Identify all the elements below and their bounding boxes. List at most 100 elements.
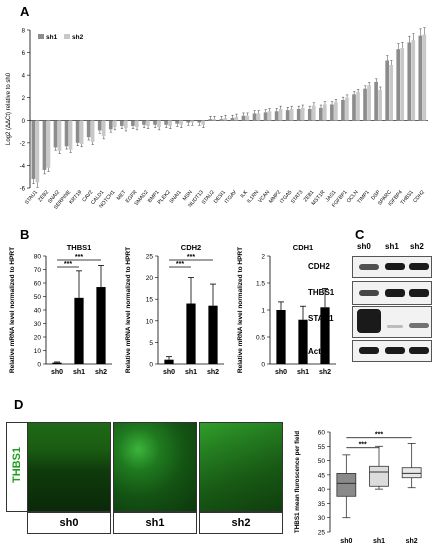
bar-sh1 [208,119,213,121]
y-tick-label: 0 [22,119,26,125]
x-tick-label: ITGAV [224,189,239,205]
bar-sh2 [190,120,194,123]
micrograph-label-sh0: sh0 [27,512,111,534]
bar-sh1 [252,113,257,121]
bar-sh1 [64,120,69,147]
y-tick-label: 70 [34,267,42,274]
stain-label-text: THBS1 [11,446,23,484]
y-tick-label: 10 [34,348,42,355]
y-tick-label: 5 [149,340,153,347]
micrograph-label-sh2: sh2 [199,512,283,534]
y-tick-label: 50 [34,294,42,301]
bar-sh1 [131,120,135,126]
micrograph-label-sh1: sh1 [113,512,197,534]
bar-sh2 [123,120,128,129]
bar-sh1 [164,120,168,125]
chart-cdh2-bar-chart: CDH2 0 5 10 15 20 25 Relative mRNA level normal… [125,243,224,376]
y-tick-label: 30 [318,515,326,522]
y-tick-label: 0 [261,362,265,369]
bar-sh2 [146,120,150,126]
significance-label: *** [187,254,195,261]
x-tick-label: sh1 [73,369,85,376]
chart-d-box-plot: 25 30 35 40 45 50 55 60 THBS1 mean fluroscence p… [294,430,422,545]
panel-letter-a: A [20,4,30,19]
bar-sh2 [101,120,106,137]
microscopy-stain-label: THBS1 [6,422,28,512]
y-axis-label: Relative mRNA level normalized to HPRT [9,247,16,373]
bar-sh1 [396,49,401,121]
y-tick-label: 50 [318,458,326,465]
bar-sh1 [296,109,301,121]
bar-sh2 [157,120,161,128]
y-axis-label: Relative mRNA level normalized to HPRT [125,247,132,373]
bar-sh2 [212,119,217,121]
wb-blot-thbs1 [352,281,432,305]
bar-sh2 [90,120,95,142]
legend-swatch [64,34,70,39]
y-tick-label: 55 [318,444,326,451]
bar-sh2 [35,120,40,183]
bar [74,297,84,364]
bar-sh2 [322,104,327,121]
significance-label: *** [75,254,83,261]
x-tick-label: sh0 [51,369,63,376]
y-tick-label: 2 [22,96,26,102]
wb-row-label: CDH2 [308,262,330,271]
y-tick-label: 8 [22,29,26,35]
bar-sh2 [245,115,250,121]
western-blot: sh0 sh1 sh2 CDH2 THBS1 STAU1 Actin [308,240,433,380]
x-tick-label: ILK [240,189,250,199]
bar-sh2 [300,107,305,121]
bar-sh2 [289,109,294,121]
x-tick-label: CDH2 [412,189,426,204]
bar-sh1 [31,120,36,179]
y-tick-label: -4 [20,164,26,170]
x-tick-label: sh1 [185,369,197,376]
bar-sh1 [363,88,367,121]
bar [186,303,196,364]
y-tick-label: 1 [261,308,265,315]
bar-sh2 [278,109,283,121]
x-tick-label: sh1 [373,538,385,545]
x-tick-label: sh2 [95,369,107,376]
wb-row-label: THBS1 [308,288,335,297]
bar-sh2 [179,120,183,125]
x-tick-label: sh2 [319,369,331,376]
legend-label: sh1 [46,34,58,41]
wb-row-label: STAU1 [308,314,334,323]
bar-sh1 [142,120,146,125]
x-tick-label: STAU1 [24,189,39,205]
wb-blot-stau1 [352,306,432,338]
y-tick-label: 60 [318,430,326,437]
bar-sh2 [356,92,360,121]
y-tick-label: 0 [37,362,41,369]
bar-sh2 [79,120,84,144]
bar-sh2 [422,34,427,121]
y-tick-label: 35 [318,501,326,508]
bar-sh2 [311,105,316,121]
bar-sh1 [374,81,378,121]
wb-row-label: Actin [308,347,328,356]
bar [320,307,330,364]
bar-sh1 [407,42,412,121]
bar-sh2 [389,64,393,121]
bar-sh2 [46,120,51,168]
legend-swatch [38,34,44,39]
bar-sh2 [367,85,371,121]
bar [164,359,174,364]
bar-sh1 [53,120,58,148]
x-tick-label: KRT19 [68,189,83,205]
bar-sh1 [263,112,268,121]
bar-sh2 [345,97,349,121]
chart-a-bar-chart: -6 -4 -2 0 2 4 6 8 Log2 (ΔΔCt) relative to sh0 ST… [6,27,428,211]
bar-sh1 [219,119,224,121]
bar-sh2 [411,40,416,121]
bar-sh1 [230,118,235,121]
bar-sh1 [175,120,179,124]
y-tick-label: 4 [22,74,26,80]
y-tick-label: 40 [318,487,326,494]
bar-sh2 [267,111,272,121]
bar-sh1 [86,120,91,138]
x-tick-label: TIMP1 [356,189,370,205]
bar-sh1 [341,99,345,121]
